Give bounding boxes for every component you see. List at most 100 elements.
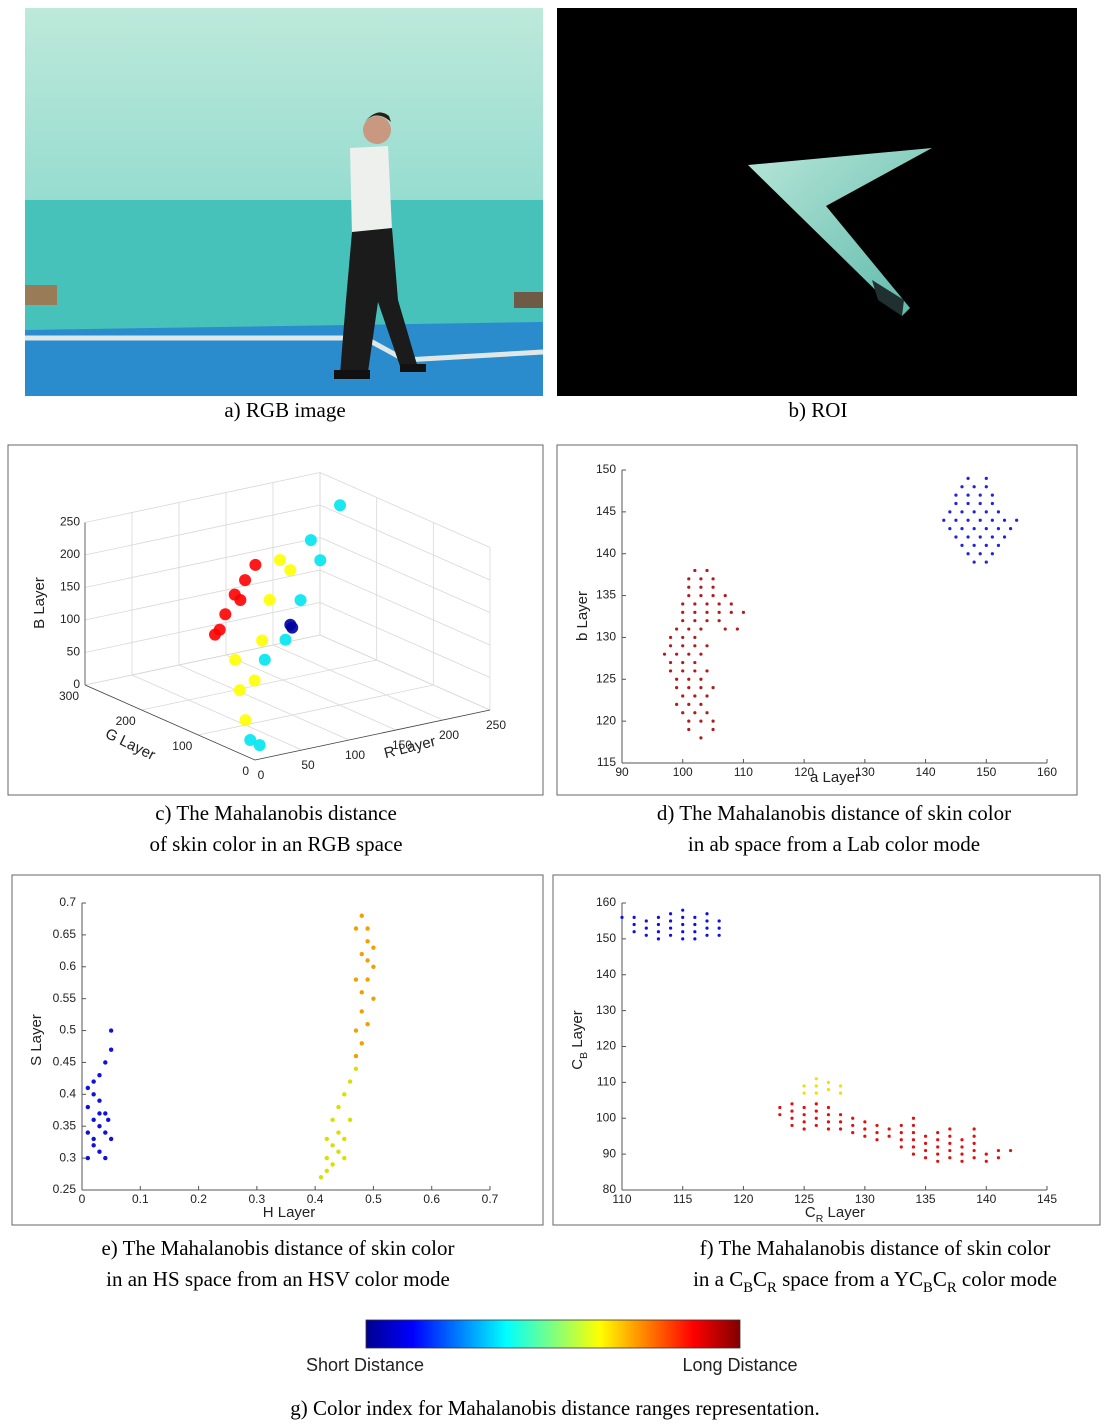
x-tick-label: 100	[345, 748, 365, 762]
point	[990, 535, 994, 539]
point	[365, 958, 370, 963]
point	[814, 1109, 818, 1113]
point	[972, 560, 976, 564]
point	[814, 1102, 818, 1106]
point	[705, 926, 709, 930]
point	[359, 913, 364, 918]
x-tick-label: 150	[392, 738, 412, 752]
point	[705, 610, 709, 614]
roi-shadow	[872, 280, 904, 316]
point	[790, 1102, 794, 1106]
point	[85, 1130, 91, 1135]
point	[972, 1134, 976, 1138]
x-axis-label-part: Layer	[823, 1204, 865, 1221]
point	[711, 727, 715, 732]
point	[838, 1091, 843, 1095]
point	[103, 1111, 108, 1116]
z-tick-label: 250	[60, 515, 80, 529]
point	[219, 608, 232, 621]
point	[899, 1138, 903, 1142]
y-tick-label: 145	[596, 504, 616, 518]
x-tick-label: 0.6	[423, 1192, 440, 1206]
point	[851, 1131, 855, 1135]
point	[875, 1123, 879, 1128]
point	[620, 915, 624, 919]
x-tick-label: 0	[258, 768, 265, 782]
point	[966, 493, 970, 497]
point	[681, 602, 685, 606]
point	[814, 1123, 818, 1128]
point	[838, 1084, 843, 1088]
roi-region	[748, 148, 932, 316]
point	[887, 1134, 891, 1138]
panel-frame	[556, 444, 1078, 796]
point	[966, 518, 970, 522]
point	[954, 535, 958, 539]
point	[960, 1159, 964, 1163]
caption-part: in ab space from a Lab color mode	[688, 832, 980, 856]
caption-part: in an HS space from an HSV color mode	[106, 1267, 450, 1291]
x-tick-label: 0.3	[249, 1192, 266, 1206]
y-tick-label: 160	[596, 895, 616, 909]
point	[693, 711, 697, 715]
point	[705, 711, 709, 715]
point	[851, 1123, 855, 1128]
point	[966, 535, 970, 539]
y-tick-label: 150	[596, 931, 616, 945]
point	[644, 926, 648, 930]
point	[681, 937, 685, 941]
point	[948, 510, 952, 514]
y-axis-label-part: C	[569, 1059, 586, 1070]
point	[966, 501, 970, 506]
colorbar-label: Long Distance	[682, 1355, 797, 1375]
x-axis-label: H Layer	[263, 1204, 316, 1221]
y-tick-label: 0.7	[59, 895, 76, 909]
point	[365, 1021, 370, 1027]
point	[790, 1109, 794, 1113]
point	[948, 527, 952, 531]
point	[249, 558, 262, 571]
point	[790, 1116, 794, 1120]
point	[717, 933, 721, 937]
x-tick-label: 0.4	[307, 1192, 324, 1206]
caption-part: of skin color in an RGB space	[149, 832, 402, 856]
caption-part: B	[743, 1280, 753, 1296]
point	[717, 926, 721, 930]
x-tick-label: 115	[673, 1192, 692, 1206]
y-axis-label: b Layer	[574, 591, 591, 641]
y-tick-label: 0.5	[59, 1023, 76, 1037]
caption-part: in a C	[693, 1267, 743, 1291]
point	[681, 610, 685, 614]
point	[687, 686, 691, 690]
point	[948, 1141, 952, 1145]
point	[668, 669, 673, 673]
point	[984, 476, 988, 480]
point	[656, 922, 661, 927]
point	[336, 1149, 341, 1154]
point	[814, 1084, 818, 1088]
x-axis-label: a Layer	[810, 769, 860, 786]
point	[996, 543, 1001, 547]
point	[693, 930, 697, 934]
point	[314, 554, 327, 567]
point	[85, 1104, 91, 1110]
point	[826, 1113, 831, 1117]
point	[984, 527, 988, 531]
point	[984, 543, 988, 547]
caption: e) The Mahalanobis distance of skin colo…	[101, 1236, 454, 1260]
point	[693, 669, 697, 673]
point	[699, 577, 703, 581]
point	[681, 908, 685, 912]
point	[330, 1162, 335, 1167]
point	[681, 711, 685, 715]
point	[668, 912, 673, 916]
point	[990, 501, 994, 506]
grid-line	[319, 504, 491, 581]
x-tick-label: 140	[916, 765, 936, 779]
point	[851, 1116, 855, 1120]
point	[936, 1145, 940, 1149]
point	[723, 593, 727, 598]
point	[668, 933, 673, 937]
point	[258, 653, 271, 666]
point	[990, 493, 994, 497]
